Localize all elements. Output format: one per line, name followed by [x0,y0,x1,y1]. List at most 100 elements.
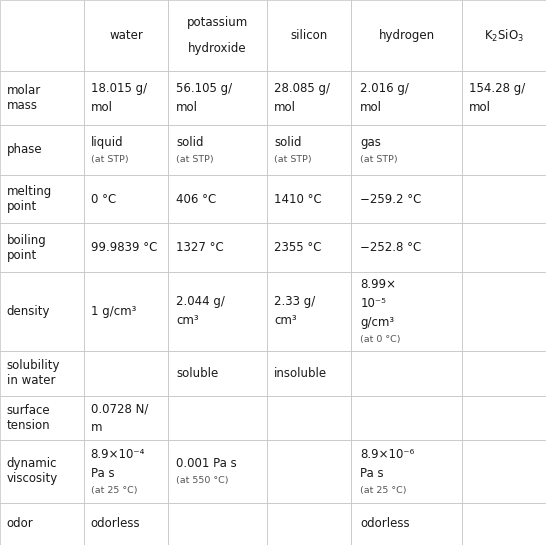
Text: hydrogen: hydrogen [378,29,435,42]
Text: 8.9×10⁻⁴: 8.9×10⁻⁴ [91,448,145,461]
Bar [0,350,84,396]
Text: hydroxide: hydroxide [188,42,247,55]
Bar [168,440,268,502]
Text: 2.044 g/: 2.044 g/ [176,295,225,308]
Text: density: density [7,305,50,318]
Bar [84,125,168,175]
Text: −259.2 °C: −259.2 °C [360,193,422,205]
Bar [462,223,546,272]
Bar [0,0,84,71]
Bar [351,272,462,350]
Bar [351,71,462,125]
Bar [462,125,546,175]
Text: mol: mol [274,101,296,114]
Text: (at 25 °C): (at 25 °C) [360,486,407,495]
Bar [0,396,84,440]
Text: 8.9×10⁻⁶: 8.9×10⁻⁶ [360,448,414,461]
Text: (at STP): (at STP) [176,155,213,164]
Text: melting
point: melting point [7,185,52,213]
Text: molar
mass: molar mass [7,84,41,112]
Bar [84,71,168,125]
Bar [0,440,84,502]
Text: 10⁻⁵: 10⁻⁵ [360,297,386,310]
Bar [462,272,546,350]
Text: liquid: liquid [91,136,123,149]
Text: solubility
in water: solubility in water [7,359,60,387]
Bar [0,502,84,545]
Text: (at STP): (at STP) [274,155,312,164]
Text: (at 0 °C): (at 0 °C) [360,335,401,344]
Text: insoluble: insoluble [274,367,327,380]
Text: −252.8 °C: −252.8 °C [360,241,422,254]
Text: 0.001 Pa s: 0.001 Pa s [176,457,237,470]
Text: solid: solid [274,136,301,149]
Bar [462,350,546,396]
Bar [84,175,168,223]
Bar [168,502,268,545]
Text: 2.016 g/: 2.016 g/ [360,82,409,95]
Text: gas: gas [360,136,381,149]
Text: (at 25 °C): (at 25 °C) [91,486,137,495]
Bar [462,396,546,440]
Text: 2.33 g/: 2.33 g/ [274,295,315,308]
Bar [268,272,351,350]
Bar [268,0,351,71]
Bar [351,502,462,545]
Bar [84,396,168,440]
Text: mol: mol [468,101,491,114]
Text: phase: phase [7,143,43,156]
Text: K$_2$SiO$_3$: K$_2$SiO$_3$ [484,28,524,44]
Text: silicon: silicon [290,29,328,42]
Bar [268,350,351,396]
Bar [462,440,546,502]
Text: 0.0728 N/: 0.0728 N/ [91,402,148,415]
Bar [351,125,462,175]
Text: g/cm³: g/cm³ [360,316,394,329]
Bar [268,396,351,440]
Bar [462,175,546,223]
Bar [351,175,462,223]
Text: water: water [109,29,143,42]
Bar [168,350,268,396]
Bar [84,272,168,350]
Text: odorless: odorless [91,517,140,530]
Bar [268,223,351,272]
Bar [84,350,168,396]
Text: mol: mol [176,101,198,114]
Bar [168,175,268,223]
Bar [168,125,268,175]
Bar [0,272,84,350]
Bar [268,502,351,545]
Text: 28.085 g/: 28.085 g/ [274,82,330,95]
Text: potassium: potassium [187,16,248,29]
Text: 1327 °C: 1327 °C [176,241,224,254]
Bar [268,125,351,175]
Bar [351,223,462,272]
Text: 18.015 g/: 18.015 g/ [91,82,147,95]
Bar [0,223,84,272]
Bar [268,440,351,502]
Bar [168,223,268,272]
Text: 406 °C: 406 °C [176,193,216,205]
Bar [462,71,546,125]
Text: m: m [91,421,102,434]
Text: boiling
point: boiling point [7,234,46,262]
Bar [351,396,462,440]
Text: solid: solid [176,136,204,149]
Bar [84,0,168,71]
Text: mol: mol [360,101,382,114]
Bar [0,125,84,175]
Text: (at STP): (at STP) [360,155,398,164]
Text: dynamic
viscosity: dynamic viscosity [7,457,58,486]
Text: 1410 °C: 1410 °C [274,193,322,205]
Text: cm³: cm³ [274,314,296,327]
Bar [168,71,268,125]
Bar [168,396,268,440]
Bar [84,440,168,502]
Bar [351,440,462,502]
Text: mol: mol [91,101,112,114]
Text: cm³: cm³ [176,314,199,327]
Bar [351,350,462,396]
Bar [268,71,351,125]
Bar [268,175,351,223]
